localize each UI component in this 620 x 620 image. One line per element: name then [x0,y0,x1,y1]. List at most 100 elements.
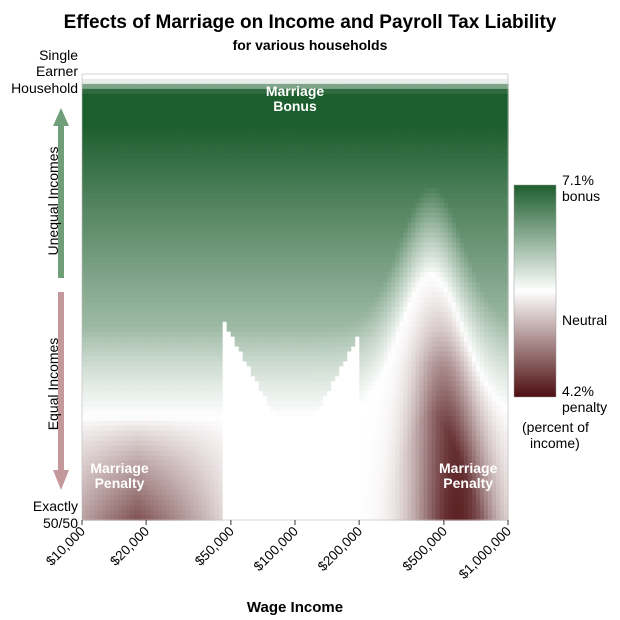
heatmap-cell [98,306,103,313]
heatmap-cell [90,262,95,268]
heatmap-cell [278,297,284,303]
heatmap-cell [258,386,264,392]
heatmap-cell [262,187,268,194]
heatmap-cell [270,460,276,467]
heatmap-cell [130,480,135,486]
heatmap-cell [262,118,268,125]
heatmap-cell [86,277,91,283]
heatmap-cell [158,133,163,140]
heatmap-cell [134,123,139,130]
heatmap-cell [86,202,91,209]
heatmap-cell [270,282,276,288]
heatmap-cell [166,297,172,303]
heatmap-cell [158,470,163,476]
heatmap-cell [110,217,115,224]
heatmap-cell [206,272,212,278]
heatmap-cell [98,490,103,496]
heatmap-cell [282,128,288,135]
heatmap-cell [282,475,288,481]
heatmap-cell [158,192,163,199]
heatmap-cell [230,232,236,239]
heatmap-cell [126,311,131,318]
heatmap-cell [94,460,99,467]
heatmap-cell [234,366,240,372]
heatmap-cell [86,371,91,377]
heatmap-cell [126,306,131,313]
heatmap-cell [290,78,296,85]
heatmap-cell [194,445,200,452]
heatmap-cell [178,217,184,224]
heatmap-cell [274,420,280,427]
heatmap-cell [210,515,216,521]
heatmap-cell [258,415,264,422]
heatmap-cell [214,187,220,194]
heatmap-cell [118,98,123,105]
heatmap-cell [238,480,244,486]
heatmap-cell [126,505,131,511]
heatmap-cell [242,138,248,144]
heatmap-cell [110,247,115,253]
heatmap-cell [202,420,208,427]
heatmap-cell [174,351,180,358]
heatmap-cell [146,401,151,407]
heatmap-cell [206,108,212,115]
heatmap-cell [242,252,248,258]
heatmap-cell [210,406,216,412]
heatmap-cell [262,74,268,80]
heatmap-cell [270,158,276,164]
heatmap-cell [90,292,95,298]
heatmap-cell [126,173,131,179]
heatmap-cell [150,178,155,184]
heatmap-cell [150,485,155,491]
heatmap-cell [262,282,268,288]
heatmap-cell [206,336,212,343]
heatmap-cell [102,262,107,268]
heatmap-cell [174,376,180,382]
heatmap-cell [126,415,131,422]
heatmap-cell [274,173,280,179]
heatmap-cell [118,475,123,481]
heatmap-cell [150,356,155,363]
heatmap-cell [250,381,256,387]
heatmap-cell [166,247,172,253]
heatmap-cell [222,316,228,323]
heatmap-cell [82,381,87,387]
heatmap-cell [274,361,280,367]
heatmap-cell [146,183,151,189]
heatmap-cell [295,386,300,392]
heatmap-cells [82,74,509,521]
heatmap-cell [110,207,115,214]
heatmap-cell [198,197,204,204]
heatmap-cell [174,301,180,308]
heatmap-cell [130,242,135,249]
heatmap-cell [202,113,208,120]
heatmap-cell [134,465,139,472]
heatmap-cell [242,410,248,417]
heatmap-cell [286,272,292,278]
heatmap-cell [102,445,107,452]
heatmap-cell [102,475,107,481]
heatmap-cell [218,475,224,481]
heatmap-cell [158,386,163,392]
heatmap-cell [290,187,296,194]
heatmap-cell [214,490,220,496]
heatmap-cell [222,173,228,179]
heatmap-cell [238,401,244,407]
heatmap-cell [98,207,103,214]
heatmap-cell [278,401,284,407]
heatmap-cell [130,316,135,323]
heatmap-cell [150,187,155,194]
heatmap-cell [118,88,123,95]
heatmap-cell [146,460,151,467]
heatmap-cell [226,306,232,313]
heatmap-cell [222,78,228,85]
heatmap-cell [278,301,284,308]
heatmap-cell [90,277,95,283]
heatmap-cell [286,401,292,407]
heatmap-cell [178,361,184,367]
heatmap-cell [226,153,232,159]
heatmap-cell [226,232,232,239]
heatmap-cell [90,83,95,90]
heatmap-cell [122,381,127,387]
heatmap-cell [134,306,139,313]
